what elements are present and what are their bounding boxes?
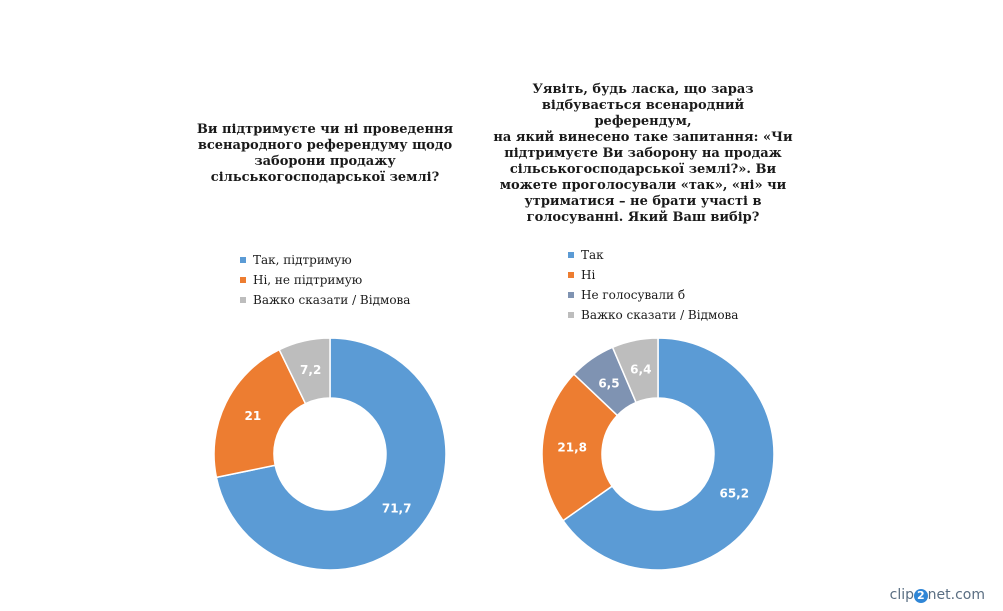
watermark-logo: clip 2 net.com [889, 587, 985, 603]
page-number: 17 [937, 0, 997, 6]
legend-swatch [568, 312, 574, 318]
legend-item: Ні, не підтримую [240, 270, 410, 290]
legend-right: Так Ні Не голосували б Важко сказати / В… [568, 245, 738, 325]
donut-chart-left: 71,7 21 7,2 [213, 337, 447, 571]
donut-slice-2 [278, 337, 331, 405]
legend-item: Ні [568, 265, 738, 285]
data-label-0: 65,2 [719, 487, 749, 501]
legend-left: Так, підтримую Ні, не підтримую Важко ск… [240, 250, 410, 310]
legend-item: Так, підтримую [240, 250, 410, 270]
data-label-0: 71,7 [382, 501, 412, 515]
data-label-2: 6,5 [598, 376, 619, 390]
donut-slice-3 [611, 337, 659, 404]
donut-slice-0 [561, 337, 775, 571]
donut-slice-1 [213, 348, 307, 479]
legend-label: Так [581, 248, 604, 262]
legend-item: Важко сказати / Відмова [568, 305, 738, 325]
legend-swatch [568, 252, 574, 258]
legend-swatch [568, 272, 574, 278]
legend-label: Важко сказати / Відмова [253, 293, 411, 307]
legend-label: Ні, не підтримую [253, 273, 363, 287]
legend-item: Не голосували б [568, 285, 738, 305]
legend-label: Важко сказати / Відмова [581, 308, 739, 322]
data-label-2: 7,2 [300, 363, 321, 377]
legend-swatch [568, 292, 574, 298]
chart-title-right: Уявіть, будь ласка, що зараз відбуваєтьс… [493, 82, 793, 225]
donut-slice-0 [215, 337, 447, 571]
donut-slice-1 [541, 373, 619, 522]
chart-title-left: Ви підтримуєте чи ні проведення всенарод… [196, 122, 454, 185]
data-label-1: 21 [244, 409, 261, 423]
legend-item: Так [568, 245, 738, 265]
legend-label: Так, підтримую [253, 253, 352, 267]
legend-swatch [240, 257, 246, 263]
legend-swatch [240, 297, 246, 303]
legend-label: Ні [581, 268, 596, 282]
donut-chart-right: 65,2 21,8 6,5 6,4 [541, 337, 775, 571]
data-label-3: 6,4 [630, 363, 651, 377]
data-label-1: 21,8 [557, 441, 587, 455]
legend-item: Важко сказати / Відмова [240, 290, 410, 310]
legend-label: Не голосували б [581, 288, 686, 302]
legend-swatch [240, 277, 246, 283]
